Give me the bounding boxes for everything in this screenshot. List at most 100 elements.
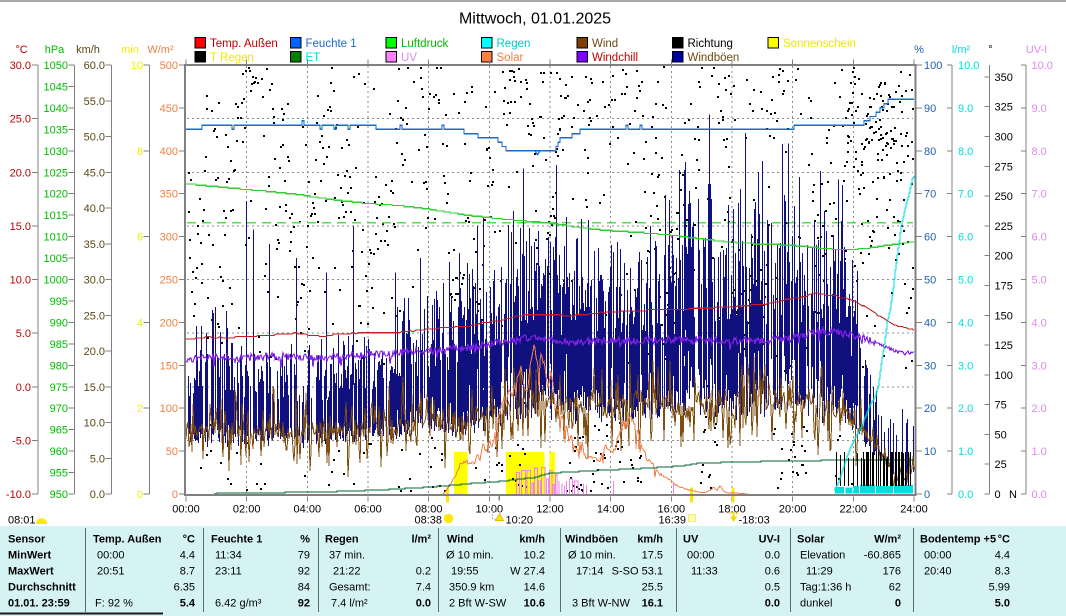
svg-text:N: N	[1009, 489, 1017, 501]
svg-text:100: 100	[995, 370, 1013, 382]
svg-text:37 min.: 37 min.	[329, 550, 365, 562]
svg-text:17:14: 17:14	[576, 566, 604, 578]
svg-text:92: 92	[298, 598, 310, 610]
svg-text:-18:03: -18:03	[739, 515, 770, 527]
svg-text:08:00: 08:00	[415, 504, 443, 516]
svg-text:Wind: Wind	[592, 38, 618, 50]
svg-text:25: 25	[995, 459, 1007, 471]
svg-text:24:00: 24:00	[900, 504, 928, 516]
svg-text:Feuchte 1: Feuchte 1	[306, 38, 357, 50]
svg-text:Elevation: Elevation	[800, 550, 845, 562]
svg-text:°C: °C	[15, 44, 27, 56]
svg-text:2 Bft W-SW: 2 Bft W-SW	[449, 598, 507, 610]
svg-text:8: 8	[137, 146, 143, 158]
svg-text:W 27.4: W 27.4	[510, 566, 545, 578]
svg-text:15.0: 15.0	[84, 382, 105, 394]
svg-text:0.0: 0.0	[765, 550, 780, 562]
svg-text:1050: 1050	[44, 60, 68, 72]
svg-text:0.2: 0.2	[416, 566, 431, 578]
svg-text:100: 100	[160, 403, 178, 415]
svg-text:10: 10	[131, 60, 143, 72]
svg-text:3 Bft W-NW: 3 Bft W-NW	[572, 598, 630, 610]
svg-text:500: 500	[160, 60, 178, 72]
svg-text:250: 250	[160, 275, 178, 287]
svg-text:5.0: 5.0	[958, 275, 973, 287]
svg-text:8.7: 8.7	[180, 566, 195, 578]
svg-text:4.4: 4.4	[995, 550, 1010, 562]
svg-text:6.0: 6.0	[958, 232, 973, 244]
svg-text:23:11: 23:11	[215, 566, 242, 578]
svg-text:1020: 1020	[44, 189, 68, 201]
svg-text:10.6: 10.6	[524, 598, 545, 610]
svg-text:92: 92	[298, 566, 310, 578]
svg-text:8.3: 8.3	[995, 566, 1010, 578]
svg-text:975: 975	[50, 382, 68, 394]
svg-text:Sensor: Sensor	[8, 534, 46, 546]
svg-text:-10.0: -10.0	[6, 489, 31, 501]
svg-text:3.0: 3.0	[958, 360, 973, 372]
svg-text:10: 10	[924, 446, 936, 458]
svg-text:00:00: 00:00	[924, 550, 952, 562]
svg-text:1005: 1005	[44, 253, 68, 265]
svg-text:Temp. Außen: Temp. Außen	[210, 38, 278, 50]
svg-text:7.4 l/m²: 7.4 l/m²	[331, 598, 368, 610]
svg-text:995: 995	[50, 296, 68, 308]
svg-text:20.0: 20.0	[10, 167, 31, 179]
svg-text:16:39: 16:39	[658, 515, 686, 527]
svg-text:25.5: 25.5	[642, 582, 663, 594]
svg-text:Luftdruck: Luftdruck	[401, 38, 449, 50]
svg-text:450: 450	[160, 103, 178, 115]
svg-text:15.0: 15.0	[10, 221, 31, 233]
svg-text:325: 325	[995, 102, 1013, 114]
svg-text:%: %	[300, 534, 310, 546]
svg-text:Windböen: Windböen	[565, 534, 618, 546]
svg-text:UV-I: UV-I	[1026, 44, 1047, 56]
svg-text:0: 0	[172, 489, 178, 501]
svg-text:225: 225	[995, 221, 1013, 233]
svg-text:75: 75	[995, 400, 1007, 412]
svg-text:14.6: 14.6	[524, 582, 545, 594]
svg-text:45.0: 45.0	[84, 167, 105, 179]
svg-text:350: 350	[160, 189, 178, 201]
svg-text:18:00: 18:00	[718, 504, 746, 516]
svg-text:16.1: 16.1	[642, 598, 663, 610]
svg-text:90: 90	[924, 103, 936, 115]
svg-text:19:55: 19:55	[451, 566, 479, 578]
svg-text:25.0: 25.0	[10, 114, 31, 126]
svg-text:Feuchte 1: Feuchte 1	[211, 534, 262, 546]
svg-text:1040: 1040	[44, 103, 68, 115]
svg-text:970: 970	[50, 403, 68, 415]
svg-text:dunkel: dunkel	[800, 598, 832, 610]
svg-text:21:22: 21:22	[333, 566, 361, 578]
svg-text:0.0: 0.0	[90, 489, 105, 501]
svg-text:20:00: 20:00	[779, 504, 807, 516]
svg-text:Gesamt:: Gesamt:	[329, 582, 371, 594]
svg-text:l/m²: l/m²	[952, 44, 971, 56]
svg-text:5.0: 5.0	[90, 453, 105, 465]
svg-text:Windböen: Windböen	[688, 52, 740, 64]
svg-text:Solar: Solar	[497, 52, 524, 64]
svg-text:3.0: 3.0	[1032, 360, 1047, 372]
svg-text:200: 200	[160, 317, 178, 329]
svg-text:Solar: Solar	[797, 534, 825, 546]
svg-text:5.4: 5.4	[180, 598, 196, 610]
svg-text:10:00: 10:00	[476, 504, 504, 516]
svg-text:950: 950	[50, 489, 68, 501]
svg-text:100: 100	[924, 60, 942, 72]
svg-text:0: 0	[137, 489, 143, 501]
svg-text:12:00: 12:00	[536, 504, 564, 516]
svg-text:62: 62	[889, 582, 901, 594]
svg-text:7.0: 7.0	[958, 189, 973, 201]
svg-text:Temp. Außen: Temp. Außen	[93, 534, 162, 546]
svg-text:F: 92 %: F: 92 %	[95, 598, 133, 610]
svg-text:14:00: 14:00	[597, 504, 625, 516]
svg-text:1.0: 1.0	[1032, 446, 1047, 458]
svg-text:Windchill: Windchill	[592, 52, 638, 64]
svg-text:W/m²: W/m²	[147, 44, 174, 56]
svg-text:l/m²: l/m²	[411, 534, 431, 546]
svg-text:955: 955	[50, 468, 68, 480]
svg-text:0: 0	[895, 598, 901, 610]
svg-text:980: 980	[50, 360, 68, 372]
svg-text:0.5: 0.5	[765, 582, 780, 594]
svg-text:60: 60	[924, 232, 936, 244]
